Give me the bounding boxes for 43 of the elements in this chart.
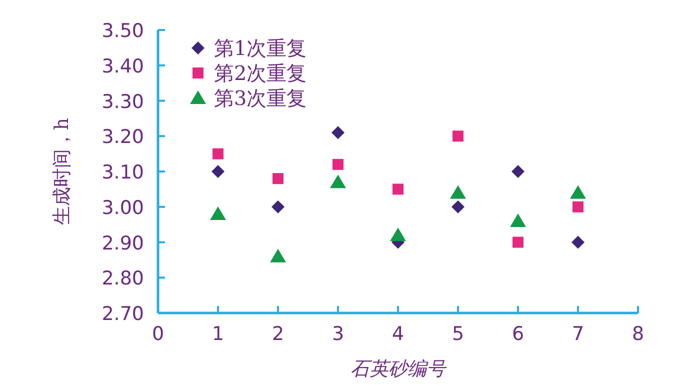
- point: [510, 214, 526, 228]
- point: [210, 206, 226, 220]
- point: [332, 158, 344, 170]
- point: [272, 200, 284, 214]
- x-tick-label: 5: [452, 323, 464, 345]
- x-tick-label: 4: [392, 323, 404, 345]
- x-tick-label: 6: [512, 323, 524, 345]
- y-tick-label: 3.40: [102, 55, 144, 78]
- x-tick-label: 0: [152, 323, 164, 345]
- point: [570, 185, 586, 199]
- x-tick-label: 3: [332, 323, 344, 345]
- point: [272, 173, 284, 184]
- point: [572, 201, 584, 212]
- point: [512, 236, 524, 248]
- point: [572, 236, 584, 249]
- point: [330, 174, 346, 188]
- legend-label: 第2次重复: [214, 61, 307, 85]
- x-tick-label: 8: [632, 323, 644, 345]
- point: [452, 130, 464, 142]
- legend-label: 第3次重复: [214, 86, 307, 110]
- point: [452, 200, 464, 214]
- point: [270, 248, 286, 262]
- x-axis-title: 石英砂编号: [350, 358, 448, 380]
- point: [390, 228, 406, 242]
- legend-label: 第1次重复: [214, 36, 307, 60]
- point: [450, 185, 466, 199]
- point: [512, 165, 524, 178]
- y-axis-title: 生成时间，h: [51, 118, 73, 226]
- point: [212, 165, 224, 178]
- point: [212, 148, 224, 160]
- x-tick-label: 7: [572, 323, 584, 345]
- y-tick-label: 3.30: [102, 90, 144, 113]
- y-tick-label: 2.70: [102, 303, 144, 325]
- y-tick-label: 3.00: [102, 196, 144, 219]
- point: [392, 184, 404, 195]
- y-tick-label: 3.50: [102, 20, 144, 42]
- point: [332, 126, 344, 140]
- y-tick-label: 2.90: [102, 232, 144, 254]
- x-tick-label: 1: [212, 323, 224, 345]
- x-tick-label: 2: [272, 323, 284, 345]
- y-tick-label: 2.80: [102, 268, 144, 290]
- y-tick-label: 3.10: [102, 162, 144, 184]
- y-tick-label: 3.20: [102, 126, 144, 148]
